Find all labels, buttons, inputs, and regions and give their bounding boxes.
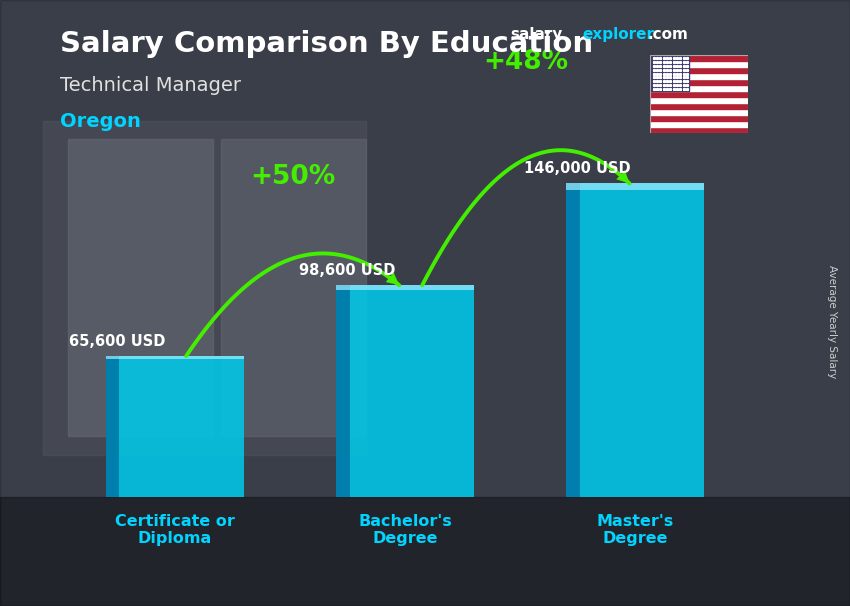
Text: Average Yearly Salary: Average Yearly Salary: [827, 265, 837, 378]
Text: Salary Comparison By Education: Salary Comparison By Education: [60, 30, 592, 58]
Bar: [105, 356, 244, 497]
Bar: [566, 184, 705, 190]
Bar: [221, 139, 366, 436]
Text: Oregon: Oregon: [60, 112, 140, 131]
Text: 65,600 USD: 65,600 USD: [69, 333, 165, 348]
Bar: [336, 285, 474, 497]
Bar: [650, 109, 748, 115]
Bar: [650, 85, 748, 91]
Bar: [650, 115, 748, 121]
Text: Technical Manager: Technical Manager: [60, 76, 241, 95]
Text: 98,600 USD: 98,600 USD: [299, 263, 395, 278]
Bar: [650, 73, 748, 79]
Bar: [566, 184, 580, 497]
Bar: [566, 184, 705, 497]
Text: .com: .com: [648, 27, 689, 42]
Bar: [650, 127, 748, 133]
Bar: [650, 61, 748, 67]
Bar: [68, 139, 212, 436]
Bar: [336, 285, 349, 497]
Bar: [650, 79, 748, 85]
Text: +50%: +50%: [250, 164, 336, 190]
Bar: [42, 121, 366, 454]
Bar: [105, 356, 119, 497]
Bar: [105, 356, 244, 359]
Bar: [0, 497, 850, 606]
Bar: [650, 67, 748, 73]
Text: salary: salary: [510, 27, 563, 42]
Bar: [650, 91, 748, 97]
Bar: [650, 121, 748, 127]
Bar: [336, 285, 474, 290]
Bar: [650, 55, 748, 61]
Bar: [650, 103, 748, 109]
Text: +48%: +48%: [484, 49, 569, 75]
Text: explorer: explorer: [582, 27, 654, 42]
Bar: [650, 55, 689, 91]
Bar: [650, 97, 748, 103]
Text: 146,000 USD: 146,000 USD: [524, 161, 631, 176]
